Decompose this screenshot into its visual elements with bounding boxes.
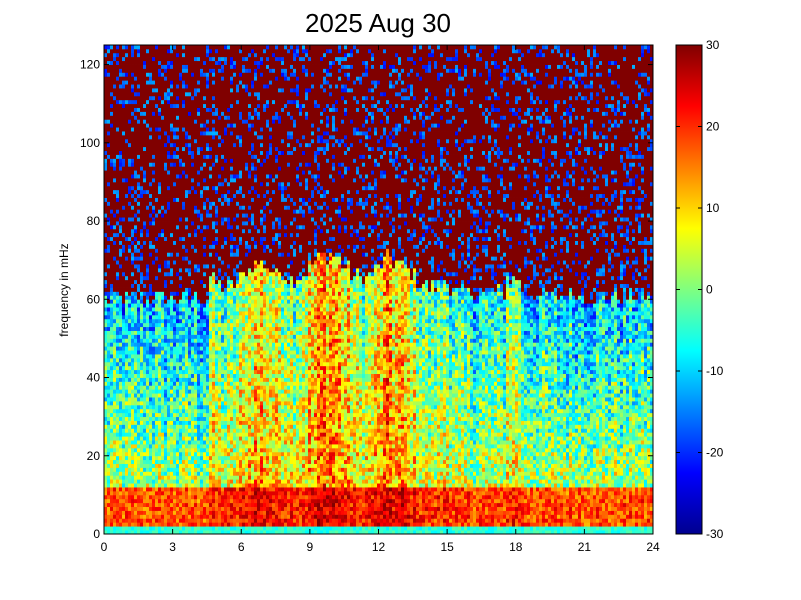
colorbar-tick-label: 30 xyxy=(706,38,720,52)
x-tick-label: 12 xyxy=(372,540,386,554)
colorbar-tick-label: -10 xyxy=(706,364,724,378)
colorbar-tick-label: -30 xyxy=(706,527,724,541)
x-tick-label: 18 xyxy=(509,540,523,554)
chart-title: 2025 Aug 30 xyxy=(305,8,451,38)
y-tick-label: 0 xyxy=(93,527,100,541)
y-tick-label: 80 xyxy=(87,214,101,228)
colorbar-tick-label: 20 xyxy=(706,120,720,134)
x-tick-label: 15 xyxy=(440,540,454,554)
colorbar-tick-label: -20 xyxy=(706,446,724,460)
x-tick-label: 21 xyxy=(578,540,592,554)
y-tick-label: 40 xyxy=(87,371,101,385)
y-tick-label: 60 xyxy=(87,292,101,306)
x-tick-label: 24 xyxy=(646,540,660,554)
x-tick-label: 6 xyxy=(238,540,245,554)
y-tick-label: 120 xyxy=(80,58,100,72)
x-tick-label: 0 xyxy=(101,540,108,554)
y-tick-label: 20 xyxy=(87,449,101,463)
x-tick-label: 3 xyxy=(169,540,176,554)
heatmap-cells xyxy=(104,45,653,534)
y-axis-label: frequency in mHz xyxy=(57,243,71,336)
y-tick-label: 100 xyxy=(80,136,100,150)
colorbar-tick-label: 10 xyxy=(706,201,720,215)
x-tick-label: 9 xyxy=(307,540,314,554)
colorbar-tick-label: 0 xyxy=(706,283,713,297)
